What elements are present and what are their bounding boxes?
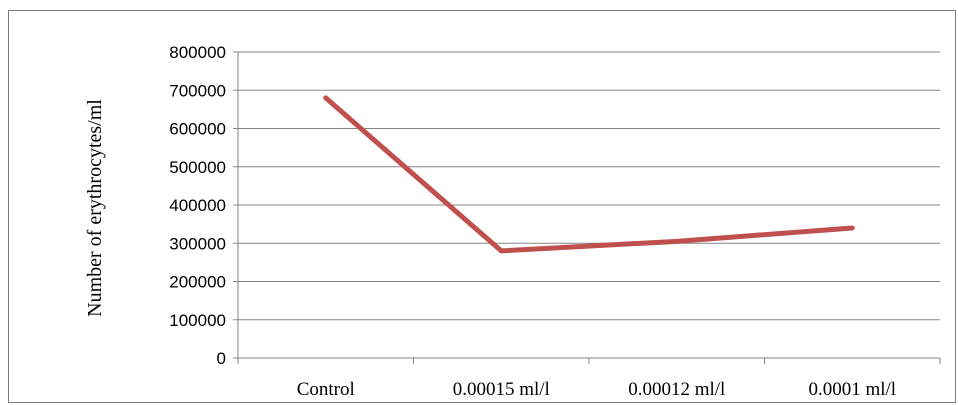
series-line bbox=[323, 95, 855, 254]
x-tick-label: 0.0001 ml/l bbox=[808, 379, 896, 400]
axes bbox=[233, 51, 941, 364]
y-tick-labels: 0 100000 200000 300000 400000 500000 600000 700… bbox=[169, 43, 226, 368]
y-tick-label: 800000 bbox=[169, 43, 226, 62]
x-tick-label: 0.00012 ml/l bbox=[628, 379, 725, 400]
y-tick-label: 600000 bbox=[169, 120, 226, 139]
y-tick-label: 300000 bbox=[169, 234, 226, 253]
y-tick-label: 200000 bbox=[169, 273, 226, 292]
y-tick-label: 100000 bbox=[169, 311, 226, 330]
y-axis-label: Number of erythrocytes/ml bbox=[84, 99, 106, 317]
gridlines bbox=[238, 51, 940, 321]
x-tick-label: 0.00015 ml/l bbox=[453, 379, 550, 400]
y-tick-label: 400000 bbox=[169, 196, 226, 215]
y-tick-label: 700000 bbox=[169, 81, 226, 100]
y-tick-label: 500000 bbox=[169, 158, 226, 177]
series-layer bbox=[323, 95, 855, 254]
x-tick-labels: Control 0.00015 ml/l 0.00012 ml/l 0.0001 ml… bbox=[297, 379, 896, 400]
y-tick-label: 0 bbox=[217, 349, 226, 368]
chart-frame bbox=[8, 10, 956, 403]
x-tick-label: Control bbox=[297, 379, 355, 400]
